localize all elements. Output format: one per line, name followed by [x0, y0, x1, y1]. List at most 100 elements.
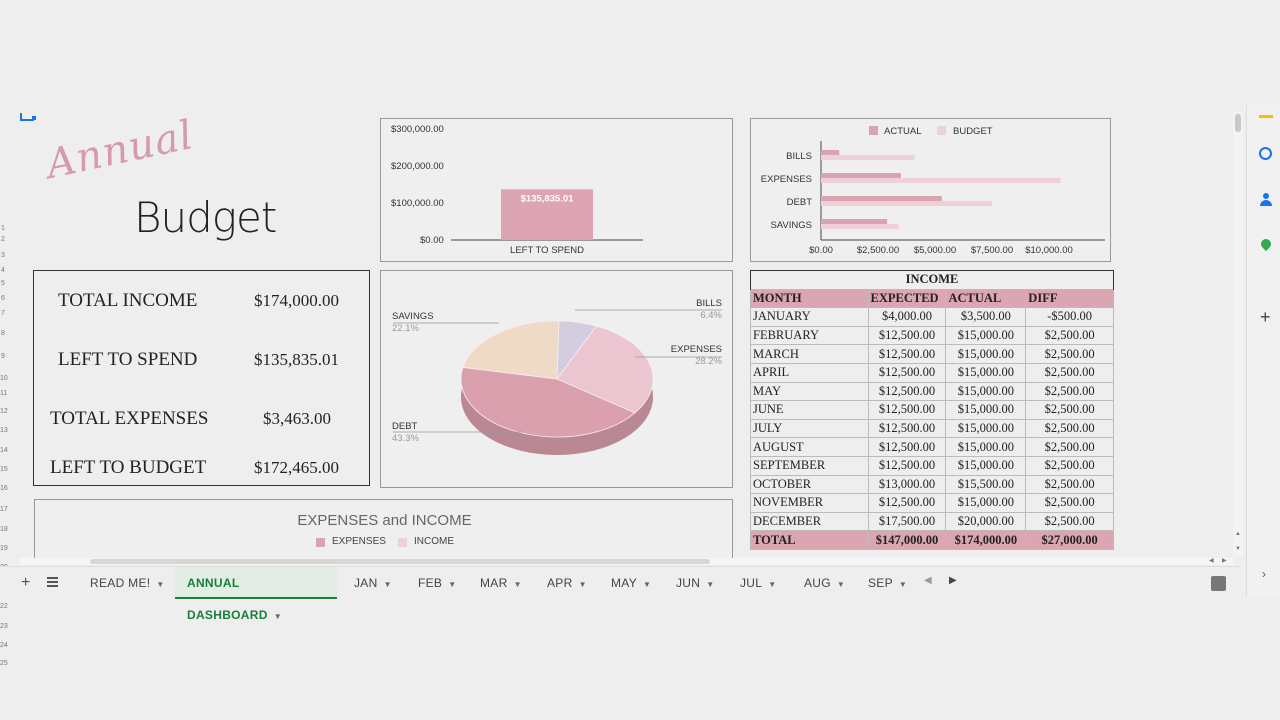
left-to-spend-bar[interactable] [501, 189, 593, 240]
chevron-down-icon[interactable]: ▼ [836, 580, 846, 589]
horizontal-scrollbar-thumb[interactable] [90, 559, 710, 564]
sheet-tab-annual-dashboard[interactable]: ANNUAL DASHBOARD ▼ [175, 567, 337, 622]
bar-actual-bills[interactable] [821, 150, 840, 155]
actual-cell[interactable]: $15,000.00 [945, 437, 1027, 457]
diff-cell[interactable]: $2,500.00 [1025, 418, 1114, 439]
actual-cell[interactable]: $3,500.00 [945, 307, 1027, 327]
cell-selection-marker[interactable] [20, 113, 34, 121]
diff-cell[interactable]: $2,500.00 [1025, 455, 1114, 476]
diff-cell[interactable]: $2,500.00 [1025, 474, 1114, 495]
expected-cell[interactable]: $12,500.00 [867, 418, 947, 439]
vertical-scrollbar[interactable] [1233, 112, 1243, 557]
row-number[interactable]: 1 [1, 225, 5, 232]
actual-cell[interactable]: $20,000.00 [945, 511, 1027, 532]
selection-handle[interactable] [32, 116, 36, 120]
scroll-right-arrow[interactable]: ▶ [1222, 558, 1227, 564]
scroll-up-arrow[interactable]: ▲ [1235, 531, 1241, 537]
pie-slice-savings[interactable] [462, 320, 560, 380]
expected-cell[interactable]: $12,500.00 [867, 455, 947, 476]
row-number[interactable]: 19 [0, 545, 8, 552]
row-number[interactable]: 10 [0, 375, 8, 382]
actual-cell[interactable]: $15,000.00 [945, 381, 1027, 402]
actual-cell[interactable]: $15,000.00 [945, 418, 1027, 439]
row-number[interactable]: 22 [0, 603, 8, 610]
row-number[interactable]: 11 [0, 390, 8, 397]
expand-panel-icon[interactable]: › [1262, 567, 1266, 581]
expected-cell[interactable]: $12,500.00 [867, 325, 947, 346]
month-cell[interactable]: DECEMBER [750, 511, 869, 532]
bar-actual-expenses[interactable] [821, 173, 901, 178]
contacts-icon[interactable] [1260, 193, 1272, 207]
expected-cell[interactable]: $4,000.00 [867, 307, 947, 327]
sheet-tab-mar[interactable]: MAR ▼ [466, 567, 526, 599]
month-cell[interactable]: AUGUST [750, 437, 869, 457]
sheet-tab-sep[interactable]: SEP ▼ [854, 567, 912, 599]
row-number[interactable]: 13 [0, 427, 8, 434]
row-number[interactable]: 24 [0, 642, 8, 649]
month-cell[interactable]: SEPTEMBER [750, 455, 869, 476]
actual-cell[interactable]: $15,000.00 [945, 400, 1027, 420]
sheet-tab-aug[interactable]: AUG ▼ [790, 567, 848, 599]
all-sheets-icon[interactable] [47, 577, 58, 587]
diff-cell[interactable]: $2,500.00 [1025, 344, 1114, 364]
scroll-down-arrow[interactable]: ▼ [1235, 546, 1241, 552]
row-number[interactable]: 12 [0, 408, 8, 415]
chevron-down-icon[interactable]: ▼ [578, 580, 587, 589]
row-number[interactable]: 2 [1, 236, 5, 243]
month-cell[interactable]: JUNE [750, 400, 869, 420]
sheet-tab-jul[interactable]: JUL ▼ [726, 567, 782, 599]
add-addon-icon[interactable]: + [1260, 307, 1271, 327]
row-number[interactable]: 8 [1, 330, 5, 337]
sheet-tab-may[interactable]: MAY ▼ [597, 567, 655, 599]
sheet-tab-read-me[interactable]: READ ME! ▼ [76, 567, 169, 599]
pie-slice-expenses[interactable] [556, 325, 654, 414]
expected-cell[interactable]: $12,500.00 [867, 381, 947, 402]
row-number[interactable]: 4 [1, 267, 5, 274]
maps-icon[interactable] [1258, 236, 1274, 252]
diff-cell[interactable]: $2,500.00 [1025, 400, 1114, 420]
bar-actual-savings[interactable] [821, 219, 888, 224]
chevron-down-icon[interactable]: ▼ [706, 580, 715, 589]
tasks-icon[interactable] [1259, 147, 1272, 160]
month-cell[interactable]: JULY [750, 418, 869, 439]
chevron-down-icon[interactable]: ▼ [513, 580, 522, 589]
row-number[interactable]: 17 [0, 506, 8, 513]
row-number[interactable]: 6 [1, 295, 5, 302]
expected-cell[interactable]: $12,500.00 [867, 493, 947, 513]
tab-scroll-right-icon[interactable]: ▶ [949, 575, 957, 586]
bar-budget-savings[interactable] [821, 224, 899, 229]
month-cell[interactable]: MAY [750, 381, 869, 402]
diff-cell[interactable]: $2,500.00 [1025, 437, 1114, 457]
chevron-down-icon[interactable]: ▼ [768, 580, 777, 589]
actual-cell[interactable]: $15,000.00 [945, 455, 1027, 476]
month-cell[interactable]: MARCH [750, 344, 869, 364]
expected-cell[interactable]: $12,500.00 [867, 344, 947, 364]
bar-actual-debt[interactable] [821, 196, 942, 201]
chevron-down-icon[interactable]: ▼ [643, 580, 652, 589]
diff-cell[interactable]: $2,500.00 [1025, 325, 1114, 346]
diff-cell[interactable]: $2,500.00 [1025, 493, 1114, 513]
actual-cell[interactable]: $15,000.00 [945, 344, 1027, 364]
bar-budget-debt[interactable] [821, 201, 992, 206]
chevron-down-icon[interactable]: ▼ [273, 612, 282, 621]
scroll-left-arrow[interactable]: ◀ [1209, 558, 1214, 564]
keep-icon[interactable] [1259, 115, 1273, 118]
row-number[interactable]: 23 [0, 623, 8, 630]
sheet-tab-feb[interactable]: FEB ▼ [404, 567, 460, 599]
bar-budget-bills[interactable] [821, 155, 915, 160]
expected-cell[interactable]: $12,500.00 [867, 437, 947, 457]
sheet-tab-jun[interactable]: JUN ▼ [662, 567, 719, 599]
spending-breakdown-pie-chart[interactable]: BILLS 6.4% EXPENSES 28.2% SAVINGS 22.1% … [380, 270, 733, 488]
sheet-tab-jan[interactable]: JAN ▼ [340, 567, 397, 599]
row-number[interactable]: 7 [1, 310, 5, 317]
diff-cell[interactable]: -$500.00 [1025, 307, 1114, 327]
row-number[interactable]: 25 [0, 660, 8, 667]
row-number[interactable]: 18 [0, 526, 8, 533]
month-cell[interactable]: APRIL [750, 362, 869, 383]
row-number[interactable]: 15 [0, 466, 8, 473]
row-number[interactable]: 5 [1, 280, 5, 287]
actual-cell[interactable]: $15,000.00 [945, 325, 1027, 346]
left-to-spend-chart[interactable]: $300,000.00 $200,000.00 $100,000.00 $0.0… [380, 118, 733, 262]
month-cell[interactable]: NOVEMBER [750, 493, 869, 513]
sheet-tab-apr[interactable]: APR ▼ [533, 567, 591, 599]
